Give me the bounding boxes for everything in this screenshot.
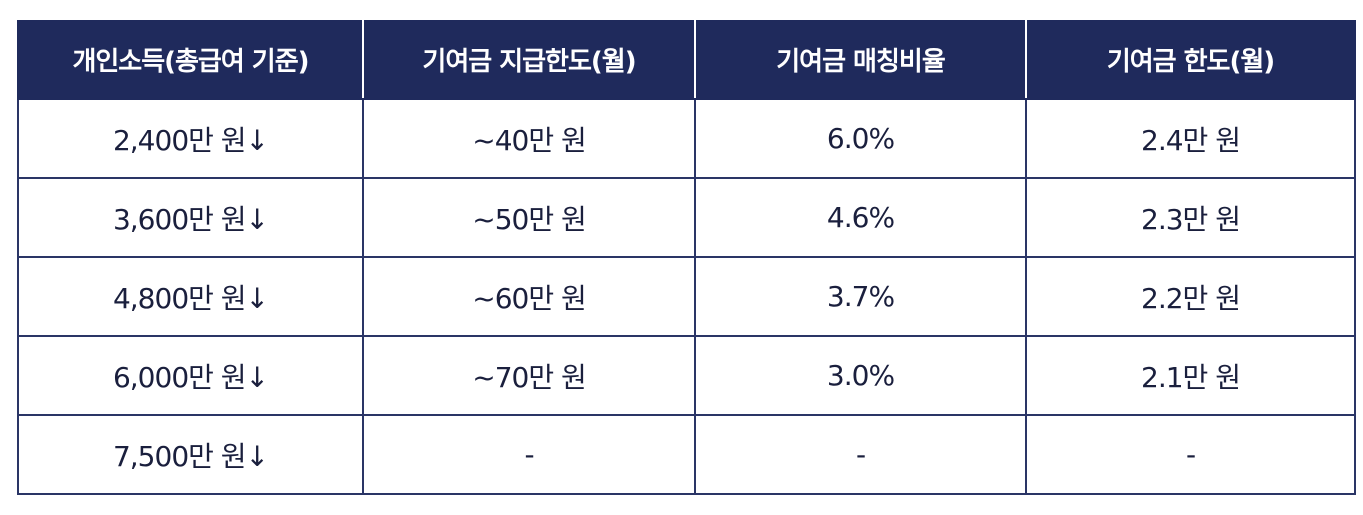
cell-contribution-limit: - — [1025, 414, 1356, 495]
cell-income: 2,400만 원↓ — [17, 98, 364, 179]
cell-matching-rate: - — [694, 414, 1027, 495]
cell-payment-limit: ~60만 원 — [362, 256, 696, 337]
cell-payment-limit: ~70만 원 — [362, 335, 696, 416]
table-row: 2,400만 원↓ ~40만 원 6.0% 2.4만 원 — [17, 98, 1356, 179]
contribution-table-container: 개인소득(총급여 기준) 기여금 지급한도(월) 기여금 매칭비율 기여금 한도… — [17, 20, 1356, 495]
header-row: 개인소득(총급여 기준) 기여금 지급한도(월) 기여금 매칭비율 기여금 한도… — [17, 20, 1356, 100]
cell-matching-rate: 3.7% — [694, 256, 1027, 337]
cell-contribution-limit: 2.2만 원 — [1025, 256, 1356, 337]
table-header: 개인소득(총급여 기준) 기여금 지급한도(월) 기여금 매칭비율 기여금 한도… — [17, 20, 1356, 100]
cell-matching-rate: 4.6% — [694, 177, 1027, 258]
table-row: 4,800만 원↓ ~60만 원 3.7% 2.2만 원 — [17, 256, 1356, 337]
cell-income: 7,500만 원↓ — [17, 414, 364, 495]
header-income: 개인소득(총급여 기준) — [17, 20, 363, 100]
table-row: 6,000만 원↓ ~70만 원 3.0% 2.1만 원 — [17, 335, 1356, 416]
header-payment-limit: 기여금 지급한도(월) — [362, 20, 695, 100]
header-contribution-limit: 기여금 한도(월) — [1025, 20, 1356, 100]
cell-payment-limit: - — [362, 414, 696, 495]
header-matching-rate: 기여금 매칭비율 — [694, 20, 1026, 100]
table-body: 2,400만 원↓ ~40만 원 6.0% 2.4만 원 3,600만 원↓ ~… — [17, 98, 1356, 495]
cell-contribution-limit: 2.1만 원 — [1025, 335, 1356, 416]
contribution-table: 개인소득(총급여 기준) 기여금 지급한도(월) 기여금 매칭비율 기여금 한도… — [17, 20, 1356, 495]
cell-contribution-limit: 2.3만 원 — [1025, 177, 1356, 258]
cell-matching-rate: 3.0% — [694, 335, 1027, 416]
cell-matching-rate: 6.0% — [694, 98, 1027, 179]
cell-payment-limit: ~50만 원 — [362, 177, 696, 258]
cell-payment-limit: ~40만 원 — [362, 98, 696, 179]
cell-contribution-limit: 2.4만 원 — [1025, 98, 1356, 179]
table-row: 7,500만 원↓ - - - — [17, 414, 1356, 495]
cell-income: 6,000만 원↓ — [17, 335, 364, 416]
cell-income: 3,600만 원↓ — [17, 177, 364, 258]
table-row: 3,600만 원↓ ~50만 원 4.6% 2.3만 원 — [17, 177, 1356, 258]
cell-income: 4,800만 원↓ — [17, 256, 364, 337]
